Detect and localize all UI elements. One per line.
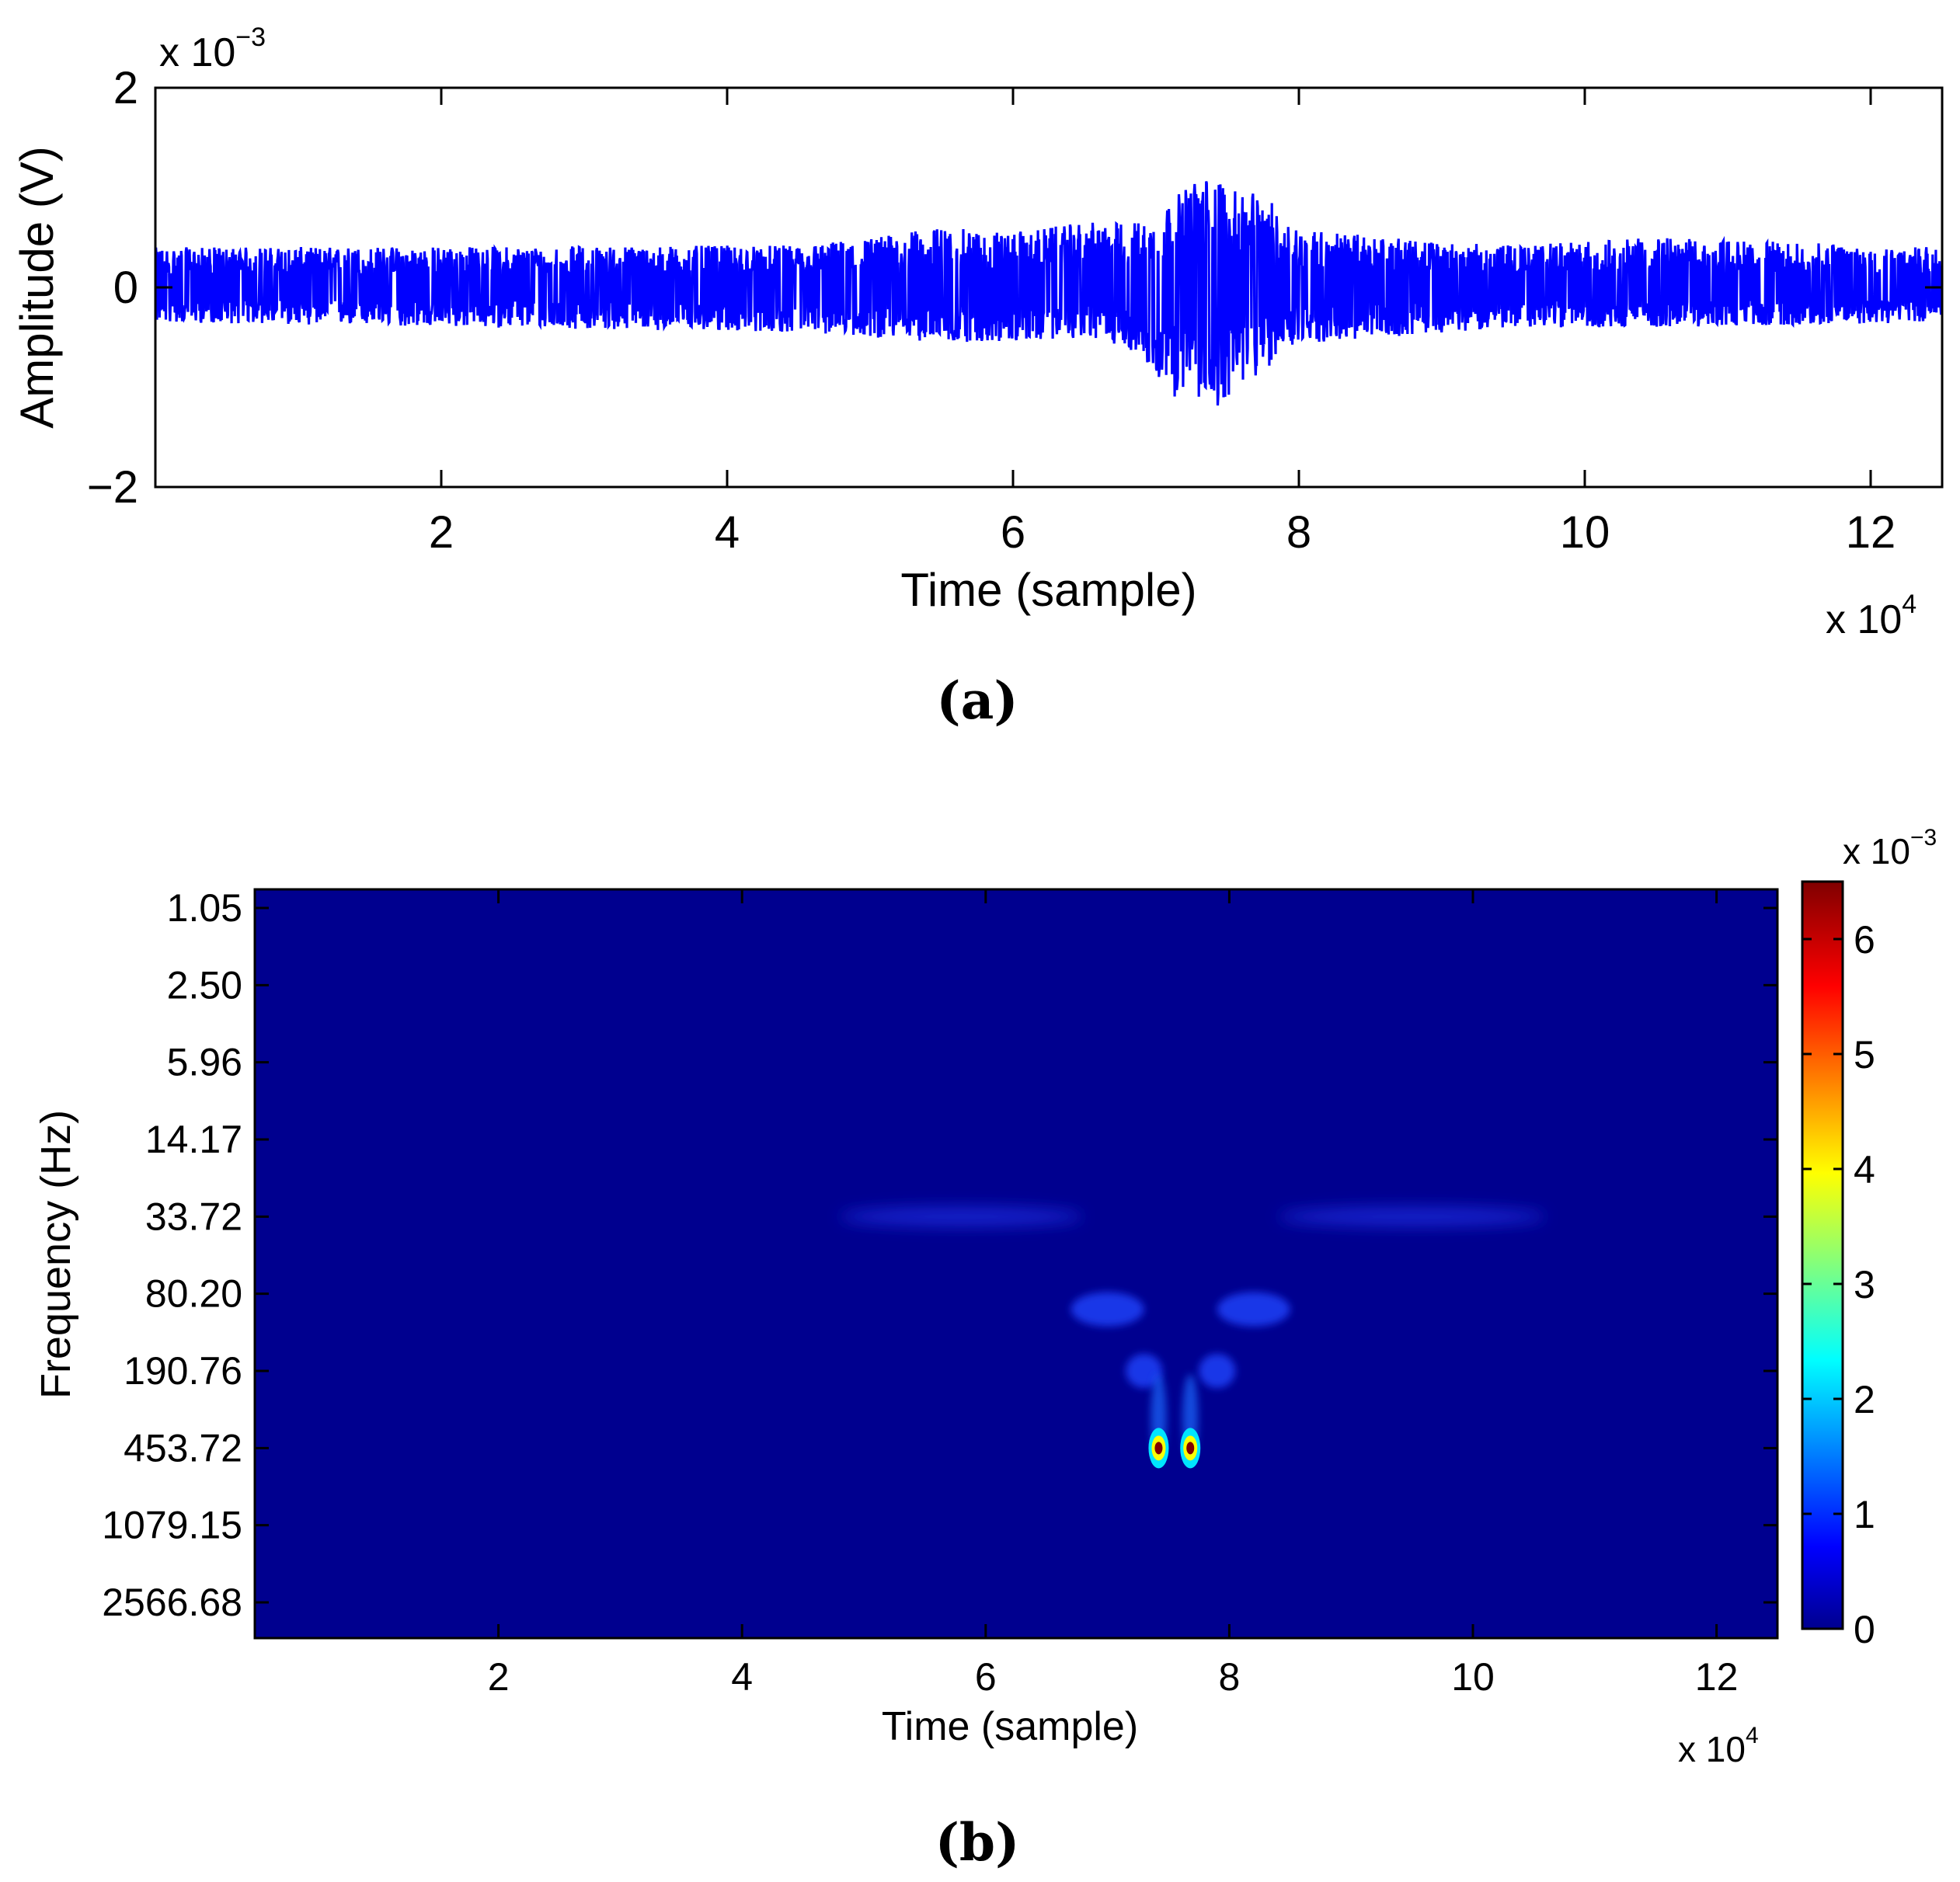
panel-a-x-ticks: 2 4 6 8 10 12 xyxy=(429,88,1896,558)
panel-b-y-tick-label: 33.72 xyxy=(145,1195,242,1238)
heatmap-peak xyxy=(1148,1374,1169,1469)
panel-a-x-tick-label: 4 xyxy=(715,507,740,558)
panel-a-x-tick-label: 12 xyxy=(1846,507,1896,558)
panel-a-y-tick-label: 2 xyxy=(113,63,138,113)
panel-a-signal-line xyxy=(155,181,1942,406)
panel-b-x-ticks: 2 4 6 8 10 12 xyxy=(488,889,1739,1699)
panel-a-y-multiplier: x 10−3 xyxy=(159,23,266,75)
panel-b-x-tick-label: 12 xyxy=(1695,1655,1739,1699)
panel-b-x-tick-label: 6 xyxy=(975,1655,997,1699)
panel-b-y-ticks: 1.05 2.50 5.96 14.17 33.72 80.20 190.76 453.72 1… xyxy=(102,886,1777,1624)
heatmap-streak xyxy=(839,1207,1084,1226)
panel-a-y-label: Amplitude (V) xyxy=(11,146,63,428)
panel-b-heatmap-background xyxy=(255,889,1777,1638)
panel-b-y-tick-label: 2.50 xyxy=(167,963,242,1007)
panel-b-x-tick-label: 4 xyxy=(731,1655,753,1699)
panel-b-y-tick-label: 80.20 xyxy=(145,1272,242,1316)
heatmap-blob xyxy=(1071,1292,1144,1327)
panel-b-y-label: Frequency (Hz) xyxy=(33,1110,79,1399)
panel-a-x-tick-label: 8 xyxy=(1286,507,1311,558)
colorbar-ticks: 0 1 2 3 4 5 6 xyxy=(1802,918,1875,1651)
heatmap-peak-core xyxy=(1154,1442,1163,1455)
panel-b-y-tick-label: 2566.68 xyxy=(102,1581,242,1624)
panel-b-x-multiplier: x 104 xyxy=(1678,1723,1759,1769)
panel-b-y-tick-label: 1.05 xyxy=(167,886,242,930)
panel-b-heatmap-features xyxy=(839,1207,1547,1469)
panel-a-y-tick-label: −2 xyxy=(87,462,138,513)
heatmap-peak-core xyxy=(1186,1442,1195,1455)
panel-b-y-tick-label: 5.96 xyxy=(167,1041,242,1084)
panel-b-y-tick-label: 453.72 xyxy=(124,1426,242,1470)
panel-b-y-tick-label: 1079.15 xyxy=(102,1504,242,1547)
panel-b-x-tick-label: 10 xyxy=(1451,1655,1495,1699)
panel-b-axes-box xyxy=(253,888,1779,1640)
heatmap-blob xyxy=(1217,1292,1290,1327)
panel-b-caption: (b) xyxy=(935,1812,1020,1873)
panel-a-x-tick-label: 2 xyxy=(429,507,454,558)
colorbar-tick-label: 2 xyxy=(1854,1378,1875,1421)
panel-a-x-label: Time (sample) xyxy=(900,564,1196,616)
panel-b-x-tick-label: 8 xyxy=(1218,1655,1240,1699)
heatmap-blob xyxy=(1126,1354,1163,1388)
colorbar-multiplier: x 10−3 xyxy=(1843,825,1937,871)
panel-a: 2 4 6 8 10 12 −2 0 2 Time (sample) Amplitude (V… xyxy=(11,23,1944,731)
panel-b: 2 4 6 8 10 12 1.052.505.9614.1733.7280.20190.… xyxy=(33,825,1937,1873)
panel-b-x-tick-label: 2 xyxy=(488,1655,510,1699)
colorbar-tick-label: 6 xyxy=(1854,918,1875,962)
colorbar-tick-label: 3 xyxy=(1854,1263,1875,1306)
panel-a-x-tick-label: 10 xyxy=(1560,507,1610,558)
panel-a-x-tick-label: 6 xyxy=(1001,507,1025,558)
panel-a-caption: (a) xyxy=(936,670,1018,731)
colorbar xyxy=(1801,880,1844,1630)
panel-b-x-label: Time (sample) xyxy=(882,1704,1138,1749)
colorbar-tick-label: 4 xyxy=(1854,1148,1875,1191)
panel-a-y-tick-label: 0 xyxy=(113,263,138,313)
panel-a-signal-path xyxy=(155,181,1942,406)
heatmap-peak xyxy=(1180,1374,1201,1469)
colorbar-tick-label: 5 xyxy=(1854,1033,1875,1077)
colorbar-tick-label: 0 xyxy=(1854,1608,1875,1651)
panel-a-y-ticks: −2 0 2 xyxy=(87,63,1942,513)
panel-b-y-tick-label: 14.17 xyxy=(145,1118,242,1161)
panel-a-x-multiplier: x 104 xyxy=(1826,590,1916,642)
panel-b-y-tick-label: 190.76 xyxy=(124,1349,242,1393)
heatmap-streak xyxy=(1278,1207,1547,1226)
colorbar-tick-label: 1 xyxy=(1854,1493,1875,1536)
heatmap-blob xyxy=(1199,1354,1236,1388)
